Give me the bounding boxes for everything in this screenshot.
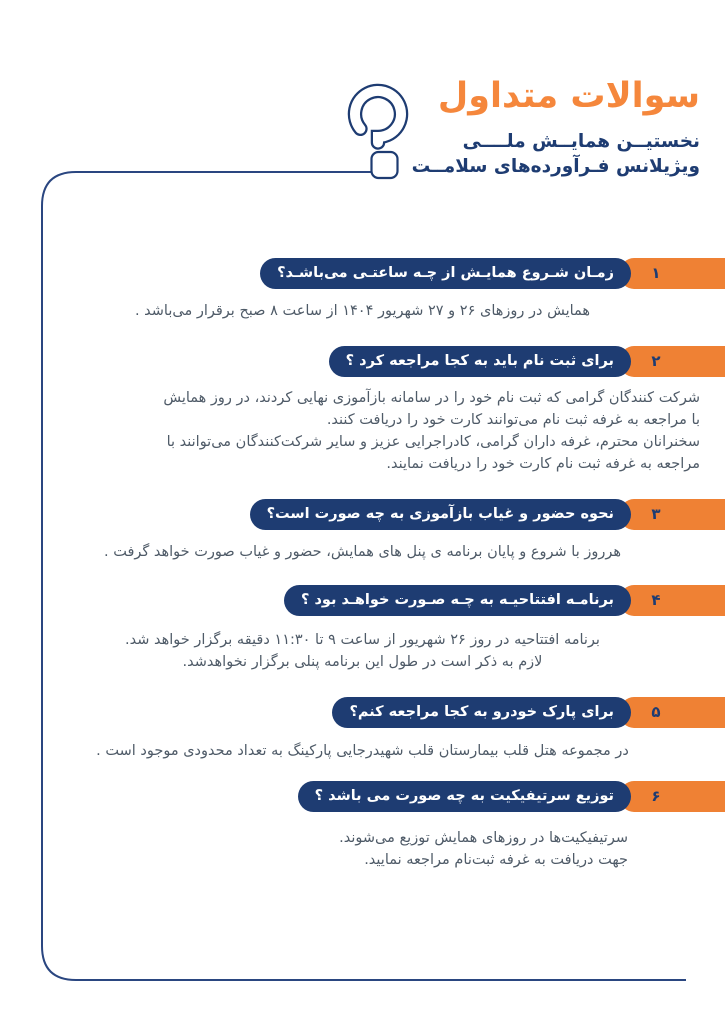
question-text: نحوه حضور و غیاب بازآموزی به چه صورت است… — [266, 506, 614, 522]
question-text: برنامـه افتتاحیـه به چـه صـورت خواهـد بو… — [301, 592, 614, 608]
question-text: زمـان شـروع همایـش از چـه ساعتـی می‌باشـ… — [277, 265, 614, 281]
question-box: توزیع سرتیفیکیت به چه صورت می باشد ؟ — [297, 781, 631, 812]
conference-subtitle-line2: ویژیلانس فـرآورده‌های سلامــت — [411, 156, 700, 177]
answer-line: برنامه افتتاحیه در روز ۲۶ شهریور از ساعت… — [125, 632, 600, 648]
question-box: برای پارک خودرو به کجا مراجعه کنم؟ — [332, 697, 631, 728]
answer-line: لازم به ذکر است در طول این برنامه پنلی ب… — [182, 654, 543, 670]
faq-item-6-answer: سرتیفیکیت‌ها در روزهای همایش توزیع می‌شو… — [25, 827, 628, 871]
faq-item-1-answer: همایش در روزهای ۲۶ و ۲۷ شهریور ۱۴۰۴ از س… — [25, 300, 700, 322]
faq-item-3-header: ۳ نحوه حضور و غیاب بازآموزی به چه صورت ا… — [0, 499, 725, 530]
answer-line: جهت دریافت به غرفه ثبت‌نام مراجعه نمایید… — [364, 852, 628, 868]
question-dot — [370, 150, 399, 180]
question-number: ۴ — [651, 591, 661, 609]
faq-item-4-header: ۴ برنامـه افتتاحیـه به چـه صـورت خواهـد … — [0, 585, 725, 616]
question-text: توزیع سرتیفیکیت به چه صورت می باشد ؟ — [314, 788, 614, 804]
question-hook-outer — [347, 83, 409, 150]
faq-item-3-answer: هرروز با شروع و پایان برنامه ی پنل های ه… — [25, 541, 700, 563]
answer-line: در مجموعه هتل قلب بیمارستان قلب شهیدرجای… — [96, 743, 629, 759]
question-box: زمـان شـروع همایـش از چـه ساعتـی می‌باشـ… — [260, 258, 631, 289]
question-text: برای پارک خودرو به کجا مراجعه کنم؟ — [349, 704, 614, 720]
conference-subtitle: نخستیــن همایــش ملــــی ویژیلانس فـرآور… — [412, 129, 700, 179]
answer-line: همایش در روزهای ۲۶ و ۲۷ شهریور ۱۴۰۴ از س… — [134, 303, 591, 319]
answer-line: مراجعه به غرفه ثبت نام کارت خود را دریاف… — [386, 456, 700, 472]
conference-subtitle-line1: نخستیــن همایــش ملــــی — [462, 131, 700, 152]
question-box: نحوه حضور و غیاب بازآموزی به چه صورت است… — [249, 499, 631, 530]
faq-item-5-header: ۵ برای پارک خودرو به کجا مراجعه کنم؟ — [0, 697, 725, 728]
question-number: ۳ — [651, 505, 661, 523]
faq-item-4-answer: برنامه افتتاحیه در روز ۲۶ شهریور از ساعت… — [25, 629, 700, 673]
question-number-bar: ۳ — [620, 499, 725, 530]
answer-line: هرروز با شروع و پایان برنامه ی پنل های ه… — [104, 544, 621, 560]
page-title: سوالات متداول — [437, 76, 700, 116]
answer-line: سخنرانان محترم، غرفه داران گرامی، کادراج… — [166, 434, 700, 450]
question-box: برای ثبت نام باید به کجا مراجعه کرد ؟ — [328, 346, 631, 377]
answer-line: سرتیفیکیت‌ها در روزهای همایش توزیع می‌شو… — [339, 830, 628, 846]
question-number: ۲ — [651, 352, 661, 370]
question-box: برنامـه افتتاحیـه به چـه صـورت خواهـد بو… — [284, 585, 631, 616]
question-number-bar: ۶ — [620, 781, 725, 812]
question-number-bar: ۴ — [620, 585, 725, 616]
question-number: ۱ — [651, 264, 661, 282]
question-number-bar: ۲ — [620, 346, 725, 377]
faq-item-2-answer: شرکت کنندگان گرامی که ثبت نام خود را در … — [25, 387, 700, 475]
question-text: برای ثبت نام باید به کجا مراجعه کرد ؟ — [345, 353, 614, 369]
answer-line: با مراجعه به غرفه ثبت نام می‌توانند کارت… — [326, 412, 700, 428]
question-number-bar: ۵ — [620, 697, 725, 728]
faq-item-1-header: ۱ زمـان شـروع همایـش از چـه ساعتـی می‌با… — [0, 258, 725, 289]
question-number: ۵ — [651, 703, 661, 721]
answer-line: شرکت کنندگان گرامی که ثبت نام خود را در … — [163, 390, 700, 406]
question-number-bar: ۱ — [620, 258, 725, 289]
question-hook-inner — [350, 86, 406, 148]
faq-item-6-header: ۶ توزیع سرتیفیکیت به چه صورت می باشد ؟ — [0, 781, 725, 812]
faq-item-2-header: ۲ برای ثبت نام باید به کجا مراجعه کرد ؟ — [0, 346, 725, 377]
faq-item-5-answer: در مجموعه هتل قلب بیمارستان قلب شهیدرجای… — [25, 740, 700, 762]
question-number: ۶ — [651, 787, 661, 805]
